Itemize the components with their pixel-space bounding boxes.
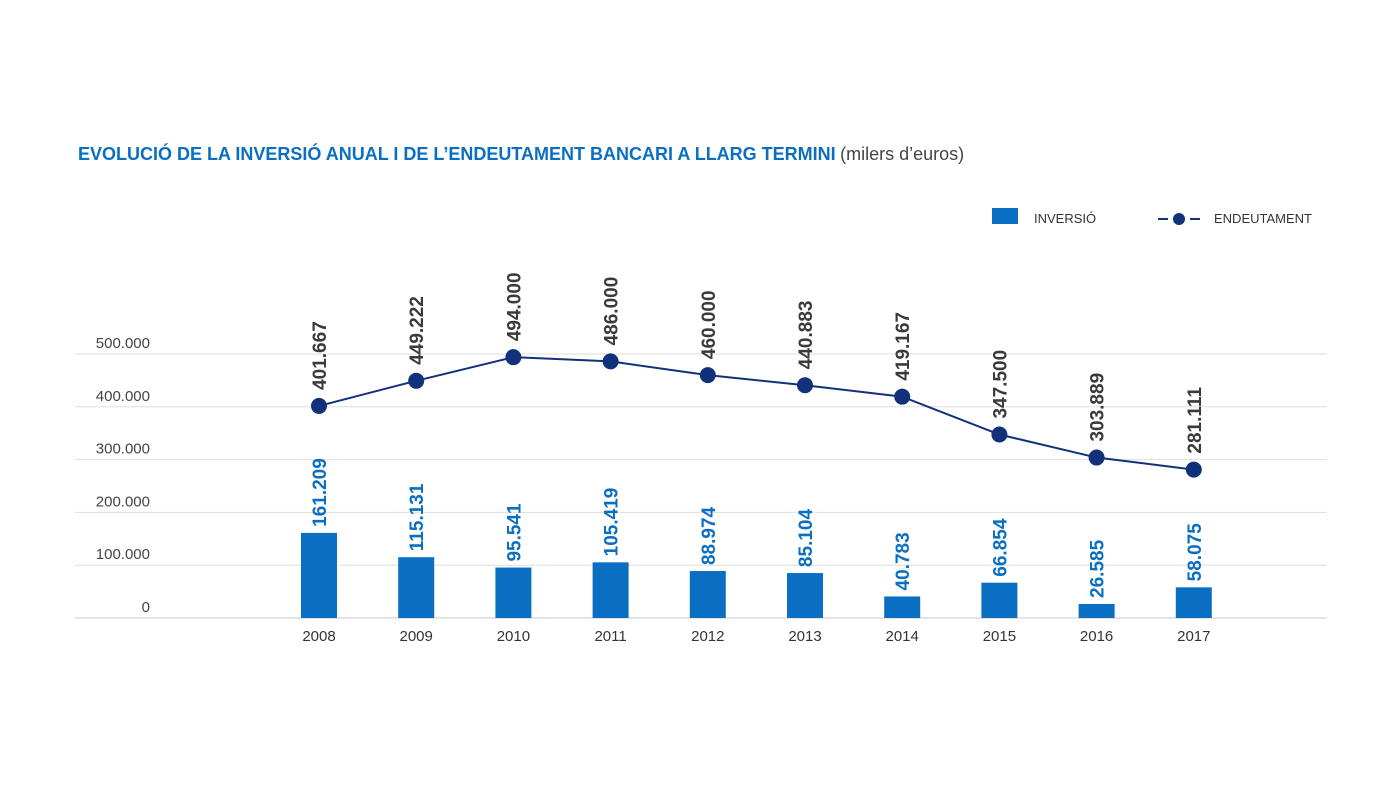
line-data-label: 281.111: [1185, 387, 1206, 454]
line-data-label: 419.167: [893, 312, 914, 381]
legend: INVERSIÓ ENDEUTAMENT: [992, 208, 1312, 226]
x-axis: 2008 2009 2010 2011 2012 2013 2014 2015 2016 2017: [302, 628, 1210, 645]
x-tick-label: 2009: [400, 628, 433, 645]
bar-data-label: 88.974: [699, 506, 720, 565]
line-point: [1088, 449, 1105, 466]
line-data-label: 401.667: [310, 321, 331, 390]
bar: [495, 567, 532, 618]
line-data-label: 440.883: [796, 301, 817, 370]
bar: [1078, 603, 1115, 618]
x-tick-label: 2014: [886, 628, 919, 645]
bar: [981, 582, 1018, 618]
bar-data-label: 161.209: [310, 458, 331, 527]
line-point: [602, 353, 619, 370]
line-path: [318, 356, 1194, 471]
bar-data-label: 66.854: [990, 518, 1011, 577]
legend-label-inversio: INVERSIÓ: [1034, 211, 1096, 226]
bar: [689, 571, 726, 618]
line-point: [311, 397, 327, 414]
x-tick-label: 2010: [497, 628, 530, 645]
bar-data-label: 26.585: [1088, 539, 1109, 598]
bar-data-label: 40.783: [893, 532, 914, 590]
line-point: [408, 372, 425, 389]
line-point: [991, 426, 1008, 443]
y-tick-label: 0: [142, 599, 150, 616]
line-data-label: 303.889: [1088, 373, 1109, 442]
x-tick-label: 2011: [594, 628, 626, 645]
y-tick-label: 300.000: [96, 441, 150, 458]
legend-label-endeutament: ENDEUTAMENT: [1214, 211, 1312, 226]
bar: [884, 596, 921, 618]
chart-title-unit: (milers d’euros): [840, 144, 965, 164]
bar-data-label: 95.541: [504, 503, 525, 562]
bars-series: [301, 532, 1212, 618]
line-data-labels: 401.667 449.222 494.000 486.000 460.000 440.8…: [310, 272, 1206, 453]
legend-bar-swatch: [992, 208, 1018, 224]
x-tick-label: 2008: [302, 628, 335, 645]
line-point: [894, 388, 911, 405]
y-tick-label: 100.000: [96, 546, 150, 563]
x-tick-label: 2013: [788, 628, 821, 645]
x-tick-label: 2015: [983, 628, 1016, 645]
legend-line-marker: [1173, 213, 1185, 225]
bar: [1175, 587, 1212, 618]
bar-data-label: 85.104: [796, 509, 817, 568]
bar: [301, 532, 337, 618]
bar: [592, 562, 629, 618]
line-data-label: 494.000: [504, 272, 525, 341]
bar: [398, 557, 435, 618]
x-tick-label: 2012: [691, 628, 724, 645]
y-tick-label: 200.000: [96, 493, 150, 510]
y-tick-label: 400.000: [96, 388, 150, 405]
x-tick-label: 2017: [1177, 628, 1210, 645]
line-data-label: 347.500: [990, 350, 1011, 419]
line-data-label: 486.000: [602, 277, 623, 346]
bar-data-label: 105.419: [602, 488, 623, 557]
line-point: [1185, 461, 1202, 478]
chart-title-main: EVOLUCIÓ DE LA INVERSIÓ ANUAL I DE L’END…: [78, 144, 836, 164]
bar-data-labels: 161.209 115.131 95.541 105.419 88.974 85.104 4…: [310, 458, 1206, 598]
x-tick-label: 2016: [1080, 628, 1113, 645]
line-point: [505, 349, 522, 366]
line-data-label: 460.000: [699, 290, 720, 359]
line-data-label: 449.222: [407, 296, 428, 365]
bar: [787, 573, 823, 618]
y-tick-label: 500.000: [96, 335, 150, 352]
line-point: [797, 377, 813, 394]
bar-data-label: 58.075: [1185, 523, 1206, 582]
bar-data-label: 115.131: [407, 483, 428, 551]
chart-title: EVOLUCIÓ DE LA INVERSIÓ ANUAL I DE L’END…: [78, 144, 964, 165]
line-series: [311, 349, 1202, 478]
line-point: [699, 367, 716, 384]
y-axis: 0 100.000 200.000 300.000 400.000 500.000: [96, 335, 150, 616]
